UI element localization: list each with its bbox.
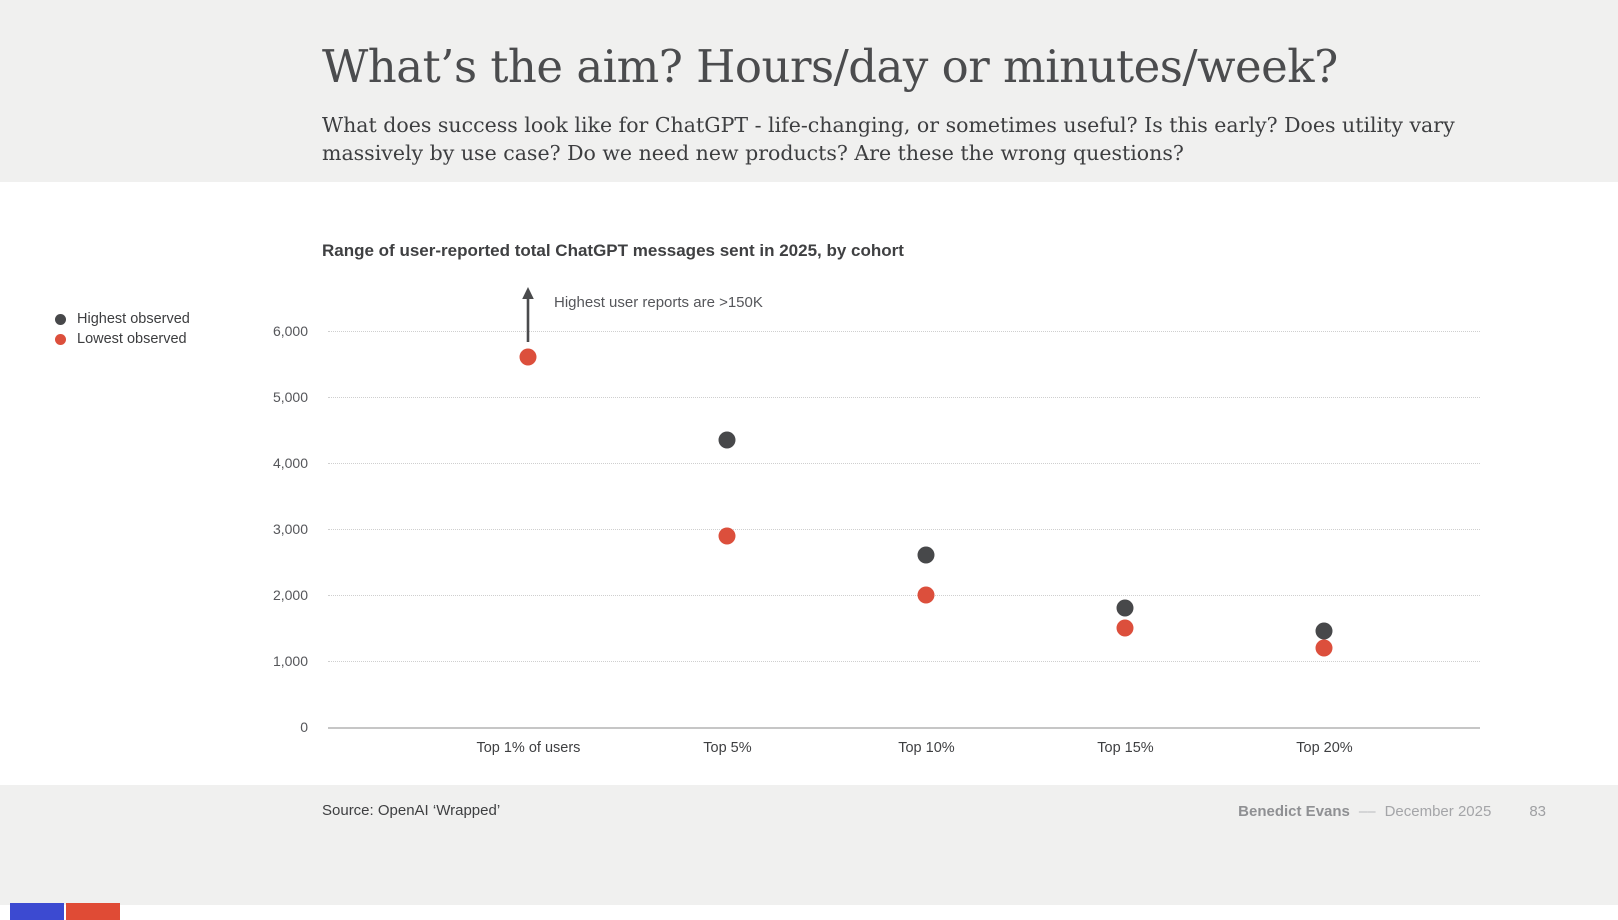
x-axis-category-label: Top 10% — [898, 740, 955, 756]
y-axis-tick-label: 6,000 — [272, 323, 308, 339]
data-point — [519, 348, 537, 366]
x-axis-category-label: Top 1% of users — [476, 740, 581, 756]
legend-item: Lowest observed — [55, 329, 190, 349]
legend-dot-icon — [55, 333, 66, 345]
gridline — [328, 463, 1480, 464]
footer-band — [0, 785, 1618, 905]
gridline — [328, 331, 1480, 332]
page-title: What’s the aim? Hours/day or minutes/wee… — [322, 40, 1338, 93]
y-axis-tick-label: 3,000 — [272, 521, 308, 537]
legend-label: Lowest observed — [77, 331, 187, 347]
legend-dot-icon — [55, 313, 66, 325]
page-number: 83 — [1529, 803, 1546, 820]
chart-title: Range of user-reported total ChatGPT mes… — [322, 241, 904, 260]
y-axis-tick-label: 1,000 — [272, 653, 308, 669]
credit-author: Benedict Evans — [1238, 803, 1350, 820]
credit-separator: –– — [1358, 803, 1376, 820]
x-axis-category-label: Top 20% — [1296, 740, 1353, 756]
x-axis-category-label: Top 5% — [703, 740, 752, 756]
data-point — [718, 527, 736, 545]
source-note: Source: OpenAI ‘Wrapped’ — [322, 802, 501, 819]
data-point — [1315, 622, 1333, 640]
data-point — [1116, 619, 1134, 637]
credit-date: December 2025 — [1384, 803, 1492, 820]
header-band — [0, 0, 1618, 182]
y-axis-tick-label: 2,000 — [272, 587, 308, 603]
brand-bar-blue — [10, 903, 64, 920]
data-point — [1116, 599, 1134, 617]
gridline — [328, 661, 1480, 662]
legend-label: Highest observed — [77, 311, 190, 327]
y-axis-tick-label: 4,000 — [272, 455, 308, 471]
credit: Benedict Evans –– December 2025 83 — [1238, 803, 1546, 820]
data-point — [917, 586, 935, 604]
gridline — [328, 397, 1480, 398]
data-point — [1315, 639, 1333, 657]
x-axis-category-label: Top 15% — [1097, 740, 1154, 756]
brand-bar-red — [66, 903, 120, 920]
up-arrow-icon — [522, 287, 534, 342]
y-axis-tick-label: 0 — [300, 719, 308, 735]
data-point — [917, 546, 935, 564]
annotation-text: Highest user reports are >150K — [554, 294, 763, 311]
data-point — [718, 431, 736, 449]
page-subtitle: What does success look like for ChatGPT … — [322, 113, 1455, 165]
legend-item: Highest observed — [55, 309, 190, 329]
gridline — [328, 595, 1480, 596]
legend: Highest observed Lowest observed — [55, 309, 190, 349]
gridline — [328, 529, 1480, 530]
y-axis-tick-label: 5,000 — [272, 389, 308, 405]
plot-area: Highest user reports are >150K 0 1,000 2,0… — [273, 287, 1480, 756]
